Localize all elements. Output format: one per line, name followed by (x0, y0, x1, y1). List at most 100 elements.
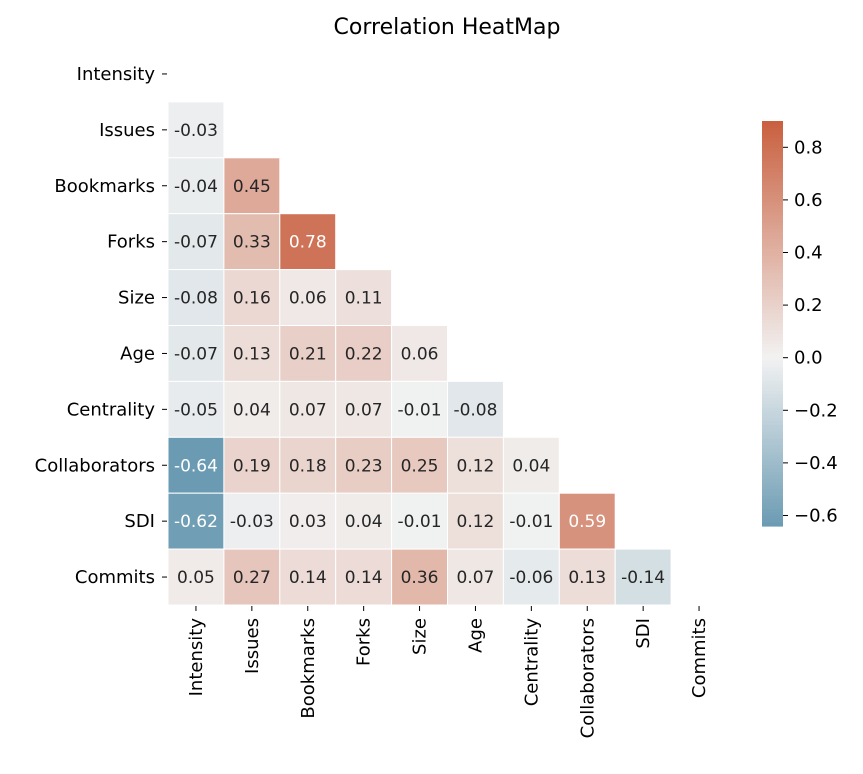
x-tick-label: Forks (354, 618, 375, 666)
cell-label: 0.19 (233, 456, 271, 476)
colorbar-segment (762, 407, 783, 412)
colorbar-segment (762, 330, 783, 335)
colorbar-segment (762, 259, 783, 264)
colorbar-segment (762, 434, 783, 439)
cell-label: 0.78 (289, 233, 327, 253)
colorbar-segment (762, 384, 783, 389)
colorbar-segment (762, 279, 783, 284)
colorbar-segment (762, 134, 783, 139)
colorbar-segment (762, 509, 783, 514)
colorbar-segment (762, 461, 783, 466)
x-tick-label: Size (410, 618, 431, 655)
heatmap-cell (502, 436, 560, 494)
cell-label: 0.23 (345, 456, 383, 476)
colorbar-segment (762, 191, 783, 196)
cell-label: -0.07 (174, 344, 218, 364)
colorbar-segment (762, 249, 783, 254)
colorbar-tick-label: 0.0 (794, 348, 823, 369)
cell-label: -0.08 (453, 400, 497, 420)
colorbar-segment (762, 438, 783, 443)
colorbar-tick-label: −0.2 (794, 400, 838, 421)
colorbar-segment (762, 424, 783, 429)
heatmap-cell (335, 269, 393, 327)
colorbar-segment (762, 232, 783, 237)
colorbar-segment (762, 124, 783, 129)
colorbar-segment (762, 380, 783, 385)
colorbar-segment (762, 144, 783, 149)
heatmap-cells (167, 101, 672, 606)
colorbar-segment (762, 262, 783, 267)
cell-label: -0.64 (174, 456, 218, 476)
colorbar-segment (762, 168, 783, 173)
cell-label: 0.21 (289, 344, 327, 364)
cell-label: 0.04 (512, 456, 550, 476)
cell-label: 0.14 (289, 568, 327, 588)
y-tick-label: SDI (124, 511, 155, 532)
colorbar-segment (762, 488, 783, 493)
cell-label: 0.11 (345, 289, 383, 309)
colorbar-segment (762, 360, 783, 365)
colorbar-segment (762, 245, 783, 250)
colorbar-segment (762, 391, 783, 395)
colorbar-segment (762, 310, 783, 314)
colorbar-segment (762, 377, 783, 382)
x-tick-label: Intensity (186, 618, 207, 697)
cell-label: 0.04 (233, 400, 271, 420)
x-tick-label: Issues (242, 618, 263, 674)
chart-title: Correlation HeatMap (334, 15, 561, 40)
colorbar-segment (762, 455, 783, 460)
cell-label: -0.01 (398, 400, 442, 420)
heatmap-cell (167, 492, 225, 550)
colorbar-segment (762, 495, 783, 500)
heatmap-cell (279, 380, 337, 438)
colorbar-segment (762, 515, 783, 520)
colorbar-segment (762, 127, 783, 132)
heatmap-cell (279, 213, 337, 271)
colorbar-segment (762, 175, 783, 179)
cell-label: 0.12 (457, 456, 495, 476)
cell-label: -0.03 (174, 121, 218, 141)
cell-label: 0.07 (289, 400, 327, 420)
colorbar-segment (762, 256, 783, 260)
colorbar-segment (762, 404, 783, 409)
colorbar-segment (762, 482, 783, 487)
x-tick-label: Centrality (521, 618, 542, 707)
colorbar-segment (762, 418, 783, 422)
colorbar-segment (762, 472, 783, 476)
colorbar-segment (762, 218, 783, 223)
colorbar-segment (762, 299, 783, 304)
colorbar-segment (762, 316, 783, 321)
colorbar-segment (762, 239, 783, 244)
colorbar-segment (762, 421, 783, 426)
colorbar-segment (762, 266, 783, 271)
colorbar-segment (762, 131, 783, 136)
colorbar-segment (762, 158, 783, 163)
cell-label: 0.04 (345, 512, 383, 532)
colorbar-segment (762, 414, 783, 419)
colorbar-segment (762, 428, 783, 433)
colorbar-segment (762, 505, 783, 510)
y-tick-label: Size (118, 288, 155, 309)
colorbar-segment (762, 347, 783, 352)
heatmap-cell (167, 101, 225, 159)
x-tick-label: Collaborators (577, 618, 598, 738)
y-tick-label: Age (120, 343, 155, 364)
colorbar-segment (762, 468, 783, 473)
heatmap-cell (223, 325, 281, 382)
heatmap-cell (335, 380, 393, 438)
cell-label: -0.01 (398, 512, 442, 532)
colorbar-segment (762, 431, 783, 436)
heatmap-cell (558, 492, 616, 550)
colorbar-segment (762, 337, 783, 341)
colorbar-segment (762, 283, 783, 287)
cell-label: 0.16 (233, 289, 271, 309)
colorbar-segment (762, 154, 783, 159)
y-tick-label: Collaborators (35, 455, 155, 476)
colorbar-segment (762, 235, 783, 240)
x-axis: Intensity Issues Bookmarks Forks Size Age Cent… (186, 606, 710, 738)
cell-annotations: -0.03 -0.04 0.45 -0.07 0.33 0.78 -0.08 0.16 0.06… (174, 121, 665, 588)
y-tick-label: Issues (99, 120, 155, 141)
colorbar-segment (762, 320, 783, 325)
heatmap-cell (391, 548, 449, 606)
colorbar-segment (762, 185, 783, 190)
